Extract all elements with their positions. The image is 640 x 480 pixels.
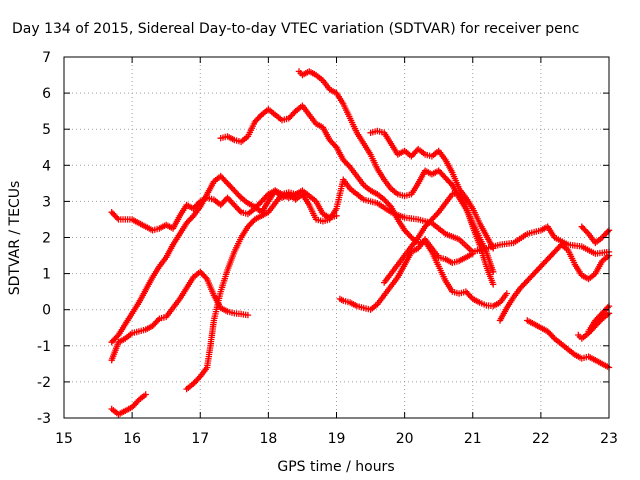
data-point [401,227,408,234]
series-track-f [217,102,510,310]
y-tick-label: 3 [42,194,51,210]
data-point [543,257,550,264]
data-point [604,228,611,235]
data-point [440,173,448,180]
y-tick-label: -3 [37,411,51,427]
series-track-i [336,236,476,313]
x-tick-label: 16 [123,431,141,447]
series-track-n [578,223,613,247]
series-track-b [108,268,252,364]
data-point [503,290,510,297]
y-tick-label: 4 [42,158,51,174]
series-track-l [524,317,613,371]
series-track-o [585,302,613,335]
y-tick-label: 0 [42,303,51,319]
data-point [113,214,121,222]
data-points [108,68,613,418]
y-axis-label: SDTVAR / TECUs [7,181,23,296]
data-point [109,337,117,344]
data-point [236,207,243,214]
data-point [466,292,474,300]
data-point [233,204,241,212]
data-point [248,219,256,226]
data-point [430,214,437,222]
data-point [490,245,497,252]
data-point [190,205,197,212]
series-track-k [496,241,613,324]
data-point [244,311,252,319]
data-point [342,159,350,166]
series-track-e [183,189,299,393]
y-tick-label: 1 [42,267,51,283]
data-point [517,284,524,292]
x-tick-label: 23 [600,431,618,447]
data-point [469,250,476,257]
y-tick-label: -1 [37,339,51,355]
y-tick-label: 5 [42,122,51,138]
x-tick-label: 19 [328,431,346,447]
chart-title: Day 134 of 2015, Sidereal Day-to-day VTE… [12,21,579,37]
data-point [291,109,298,116]
data-point [539,261,546,269]
series-track-a [108,176,613,257]
data-point [109,210,117,217]
x-tick-label: 17 [191,431,209,447]
series-track-j [381,189,497,288]
data-point [490,281,497,288]
data-point [233,190,241,197]
data-point [153,318,160,325]
x-tick-label: 18 [259,431,277,447]
grid [64,57,609,418]
x-tick-label: 20 [396,431,414,447]
series-track-d [108,172,340,346]
data-point [327,138,335,145]
data-point [582,227,589,235]
data-point [333,212,340,219]
x-tick-label: 21 [464,431,482,447]
x-tick-label: 15 [55,431,73,447]
x-tick-label: 22 [532,431,550,447]
data-point [425,219,433,226]
x-axis-label: GPS time / hours [277,459,394,475]
data-point [190,380,197,387]
series-track-c [108,391,149,418]
data-point [521,280,528,287]
data-point [255,114,262,121]
data-point [257,113,264,120]
y-tick-label: -2 [37,375,51,391]
data-point [202,274,209,281]
data-point [406,232,414,240]
data-point [142,391,149,398]
y-tick-label: 7 [42,50,51,66]
y-tick-label: 2 [42,231,51,247]
data-point [222,178,230,186]
data-point [292,191,299,198]
y-tick-label: 6 [42,86,51,102]
